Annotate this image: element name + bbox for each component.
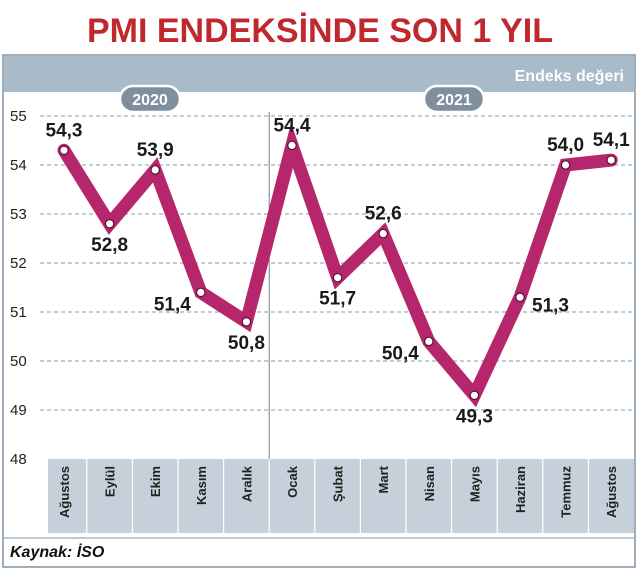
x-axis-band bbox=[48, 459, 634, 533]
y-tick-label: 48 bbox=[10, 451, 27, 468]
x-tick-label: Haziran bbox=[513, 466, 528, 513]
data-label: 54,3 bbox=[46, 120, 83, 141]
year-badge-2021: 2021 bbox=[422, 84, 486, 114]
header-band bbox=[4, 56, 634, 92]
x-tick-label: Ocak bbox=[285, 465, 300, 498]
data-point bbox=[378, 228, 388, 239]
data-point bbox=[332, 272, 343, 283]
data-point bbox=[515, 292, 525, 303]
x-tick-label: Mayıs bbox=[467, 466, 482, 502]
x-tick-label: Kasım bbox=[194, 466, 209, 505]
data-label: 51,3 bbox=[532, 295, 569, 316]
y-tick-label: 54 bbox=[10, 157, 27, 174]
x-tick-label: Ekim bbox=[148, 466, 163, 497]
data-label: 49,3 bbox=[456, 406, 493, 427]
y-tick-layer: 48 49 50 51 52 53 54 55 bbox=[10, 108, 27, 468]
data-point bbox=[287, 140, 297, 151]
chart-frame bbox=[2, 54, 636, 568]
x-tick-layer: Ağustos Eylül Ekim Kasım Aralık Ocak Şubat Mart… bbox=[57, 459, 619, 533]
x-tick-label: Ağustos bbox=[604, 466, 619, 518]
x-tick-label: Temmuz bbox=[559, 466, 574, 518]
data-point bbox=[606, 155, 616, 165]
unit-label: Endeks değeri bbox=[515, 68, 624, 85]
data-label: 52,8 bbox=[91, 235, 128, 256]
y-tick-label: 51 bbox=[10, 304, 27, 321]
data-point bbox=[59, 145, 69, 156]
source-label: Kaynak: İSO bbox=[10, 543, 105, 561]
data-label: 52,6 bbox=[365, 204, 402, 225]
y-tick-label: 52 bbox=[10, 255, 27, 272]
data-label: 50,8 bbox=[228, 333, 265, 354]
y-tick-label: 50 bbox=[10, 353, 27, 370]
data-point bbox=[104, 219, 115, 229]
data-point bbox=[469, 390, 480, 401]
series-line-layer bbox=[57, 122, 618, 408]
data-label: 54,4 bbox=[274, 115, 311, 136]
data-label: 51,4 bbox=[154, 294, 191, 315]
data-label: 54,0 bbox=[547, 135, 584, 156]
series-line bbox=[57, 122, 618, 408]
data-point bbox=[423, 336, 434, 347]
year-badge-2020-label: 2020 bbox=[132, 92, 168, 109]
data-label: 50,4 bbox=[382, 343, 419, 364]
x-tick-label: Şubat bbox=[331, 465, 346, 502]
data-point bbox=[150, 165, 160, 175]
chart-title: PMI ENDEKSİNDE SON 1 YIL bbox=[87, 12, 553, 50]
data-label: 54,1 bbox=[593, 130, 630, 151]
x-tick-label: Mart bbox=[376, 465, 391, 493]
year-badge-2020: 2020 bbox=[118, 84, 182, 114]
data-label: 51,7 bbox=[319, 289, 356, 310]
x-tick-label: Eylül bbox=[103, 466, 118, 497]
year-badge-2021-label: 2021 bbox=[436, 92, 472, 109]
y-tick-label: 49 bbox=[10, 402, 27, 419]
y-tick-label: 53 bbox=[10, 206, 27, 223]
data-point bbox=[196, 287, 206, 298]
y-tick-label: 55 bbox=[10, 108, 27, 125]
data-point-layer bbox=[59, 140, 616, 401]
data-point bbox=[241, 316, 252, 327]
data-label-layer: 54,3 52,8 53,9 51,4 50,8 54,4 51,7 52,6 50,4 49,3… bbox=[46, 115, 631, 427]
x-tick-label: Nisan bbox=[422, 466, 437, 501]
x-tick-label: Ağustos bbox=[57, 466, 72, 518]
x-tick-label: Aralık bbox=[239, 465, 254, 502]
data-label: 53,9 bbox=[137, 140, 174, 161]
data-point bbox=[560, 160, 571, 170]
